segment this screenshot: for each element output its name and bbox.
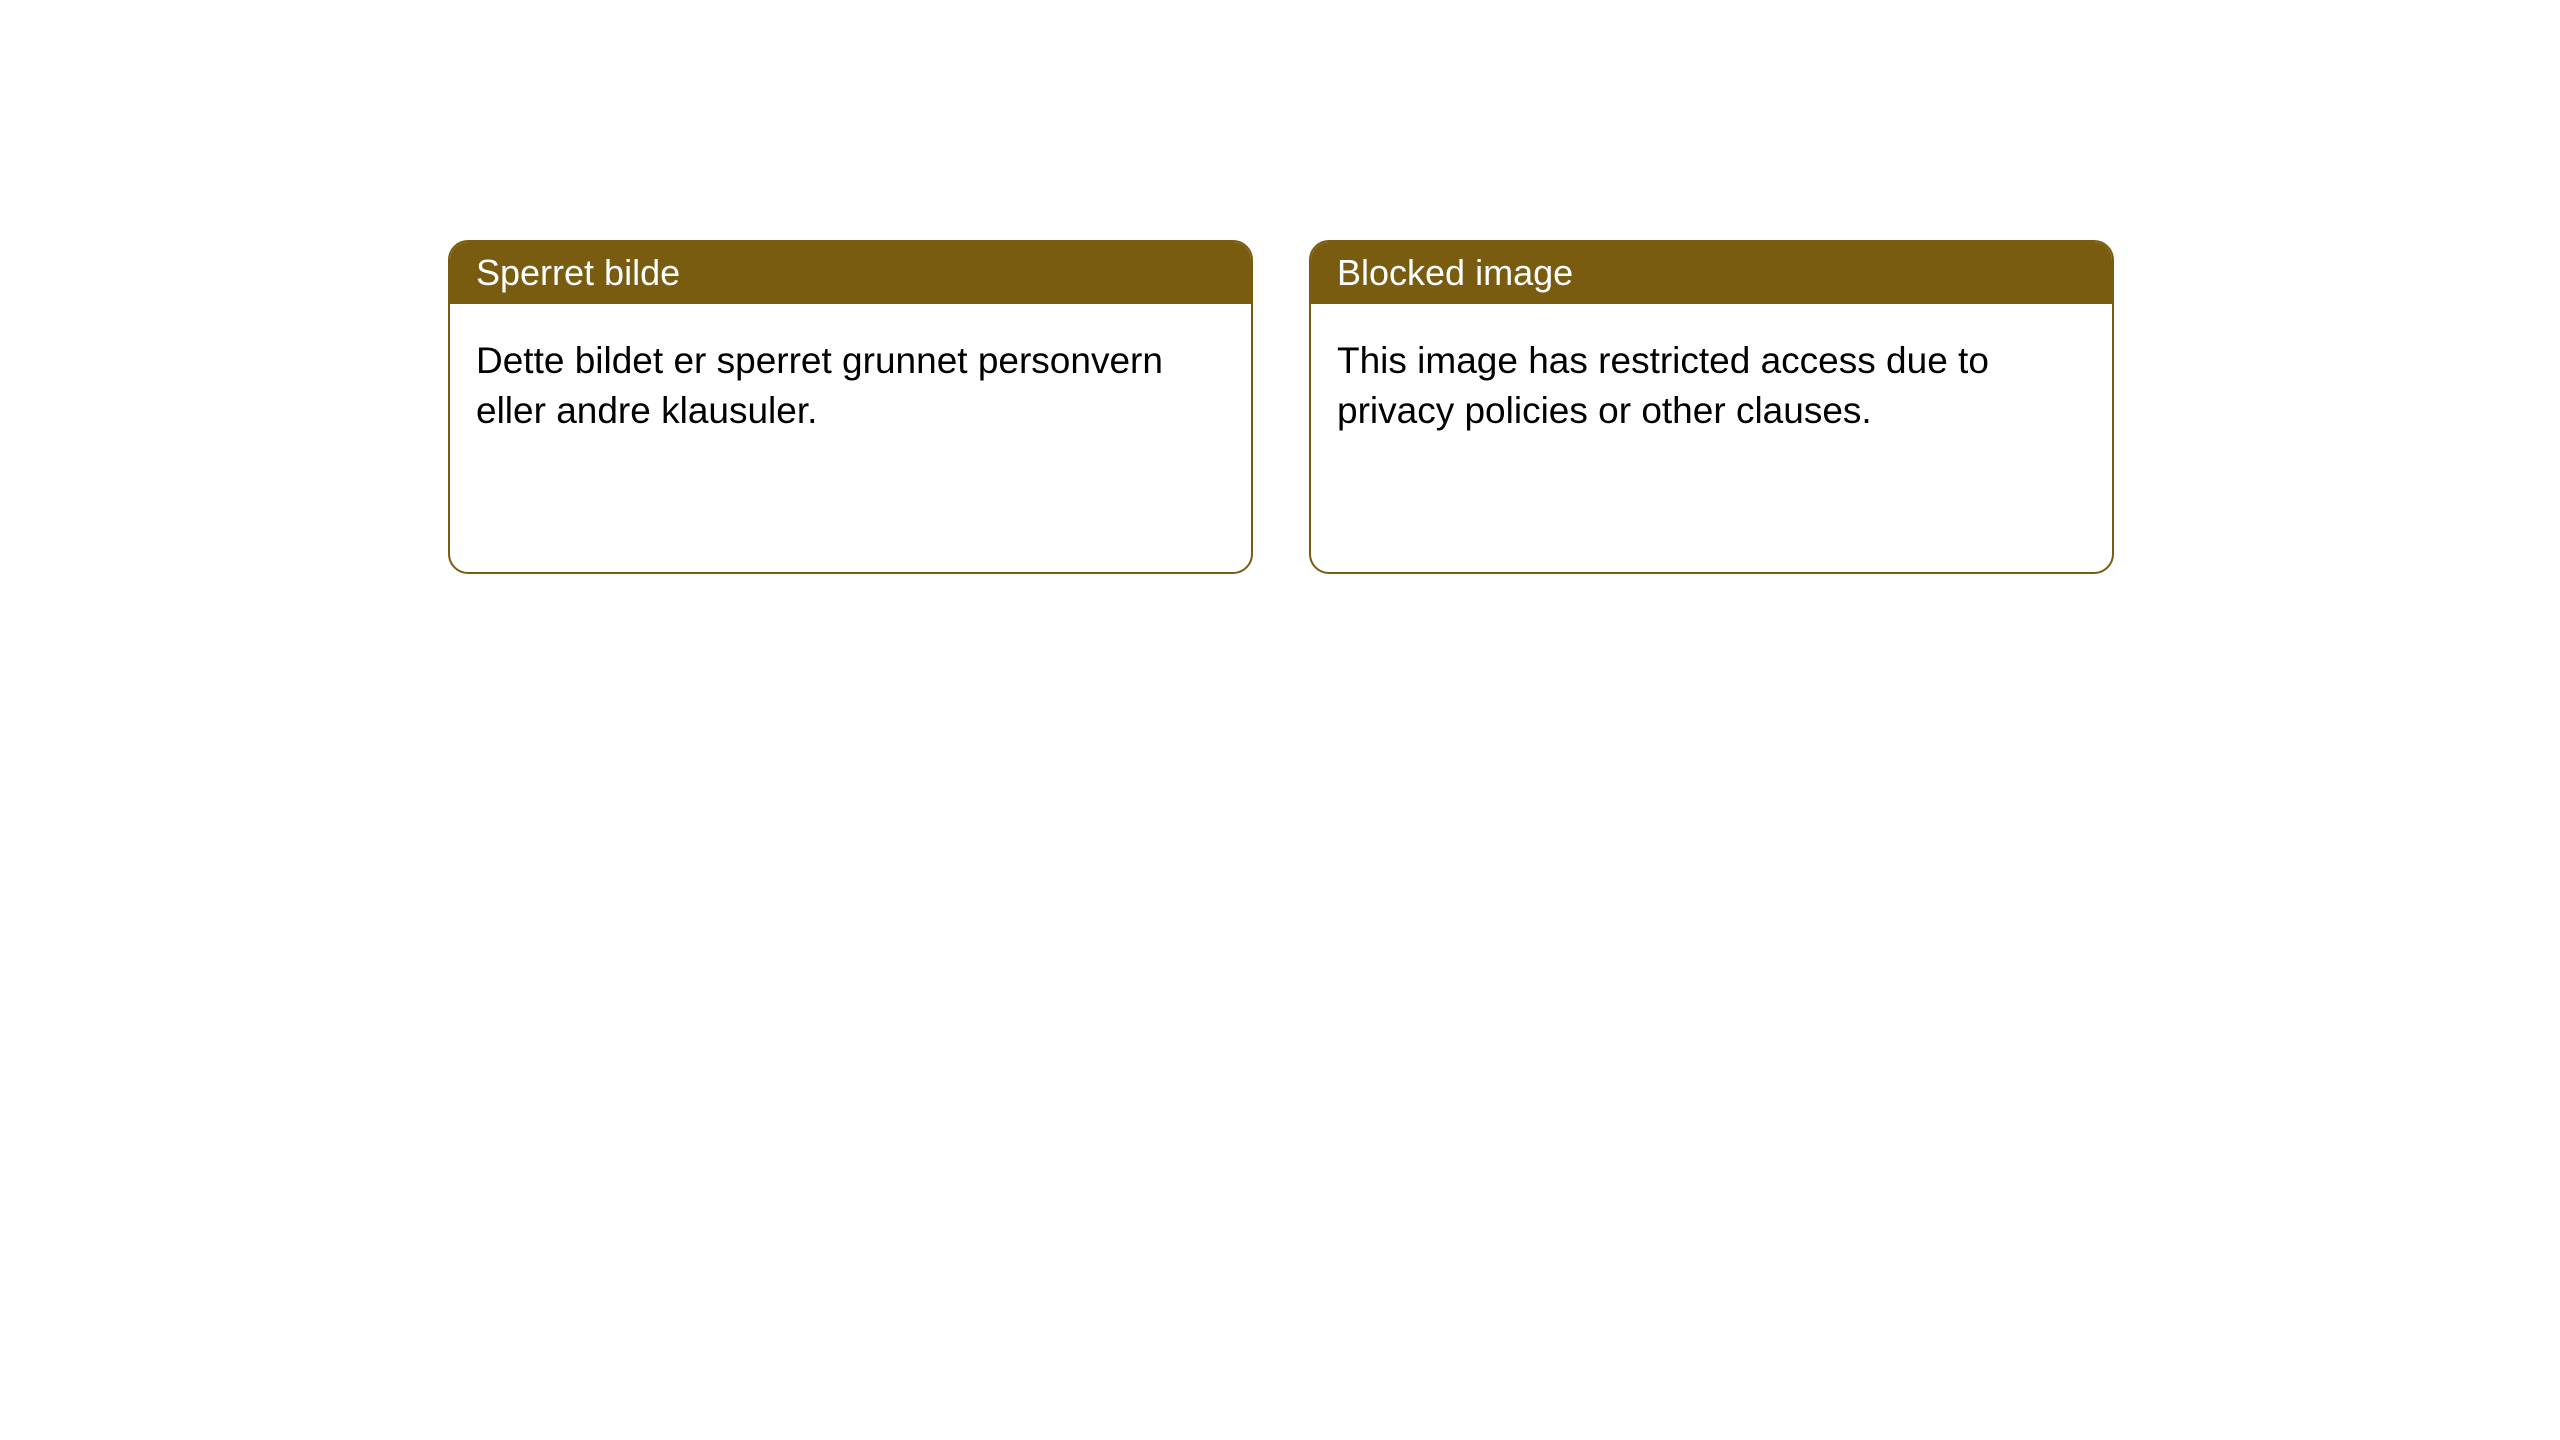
blocked-image-card-en: Blocked image This image has restricted … bbox=[1309, 240, 2114, 574]
info-cards-container: Sperret bilde Dette bildet er sperret gr… bbox=[448, 240, 2114, 574]
card-body-en: This image has restricted access due to … bbox=[1311, 304, 2112, 468]
card-title-en: Blocked image bbox=[1337, 252, 1573, 293]
card-message-no: Dette bildet er sperret grunnet personve… bbox=[476, 340, 1163, 431]
card-header-en: Blocked image bbox=[1311, 242, 2112, 304]
card-message-en: This image has restricted access due to … bbox=[1337, 340, 1989, 431]
card-body-no: Dette bildet er sperret grunnet personve… bbox=[450, 304, 1251, 468]
card-title-no: Sperret bilde bbox=[476, 252, 680, 293]
card-header-no: Sperret bilde bbox=[450, 242, 1251, 304]
blocked-image-card-no: Sperret bilde Dette bildet er sperret gr… bbox=[448, 240, 1253, 574]
